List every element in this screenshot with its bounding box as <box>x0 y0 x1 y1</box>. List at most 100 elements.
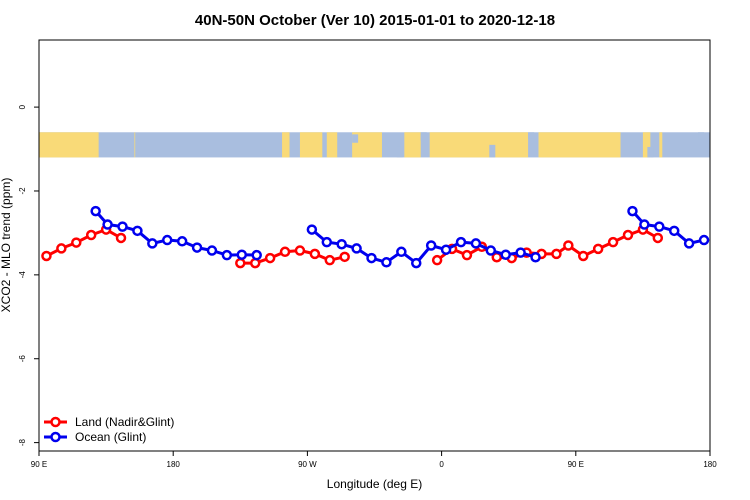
data-point-ocean <box>191 242 203 253</box>
ocean-inlet <box>698 132 705 140</box>
data-point-land <box>294 245 306 256</box>
series-line-ocean <box>310 228 536 265</box>
data-point-ocean <box>90 205 101 217</box>
x-tick-label: 90 E <box>31 460 47 469</box>
data-point-land <box>71 237 82 248</box>
data-point-ocean <box>470 238 482 249</box>
data-point-ocean <box>639 219 650 230</box>
y-tick-label: -8 <box>18 439 27 447</box>
data-point-land <box>339 251 350 263</box>
data-point-ocean <box>440 244 452 255</box>
y-axis: 0 -2 -4 -6 -8 <box>18 104 39 446</box>
data-point-ocean <box>485 245 497 256</box>
legend-label-ocean: Ocean (Glint) <box>75 430 146 444</box>
x-tick-label: 90 E <box>568 460 584 469</box>
x-tick-label: 180 <box>167 460 181 469</box>
land-area <box>429 132 529 158</box>
data-point-land <box>551 248 562 260</box>
data-point-land <box>622 229 634 241</box>
land-area <box>282 132 290 158</box>
y-tick-label: -6 <box>18 355 27 363</box>
land-area <box>326 132 338 158</box>
x-tick-label: 90 W <box>298 460 317 469</box>
data-point-ocean <box>132 225 143 237</box>
data-point-land <box>461 249 473 261</box>
data-point-ocean <box>411 257 422 269</box>
data-point-ocean <box>336 238 347 250</box>
x-tick-label: 0 <box>439 460 444 469</box>
ocean-inlet <box>420 132 427 141</box>
series-layer <box>41 205 710 269</box>
data-point-ocean <box>366 252 377 264</box>
data-point-land <box>431 254 443 266</box>
data-point-ocean <box>455 236 467 248</box>
data-point-ocean <box>627 205 638 217</box>
x-axis: 90 E 180 90 W 0 90 E 180 <box>31 451 717 469</box>
legend-item-land: Land (Nadir&Glint) <box>44 415 174 429</box>
y-tick-label: 0 <box>18 104 27 109</box>
data-point-ocean <box>176 236 188 247</box>
legend: Land (Nadir&Glint) Ocean (Glint) <box>44 415 174 444</box>
data-point-land <box>115 232 127 244</box>
data-point-land <box>279 246 291 258</box>
data-point-land <box>652 232 664 244</box>
data-point-ocean <box>654 221 665 232</box>
data-point-ocean <box>221 249 233 261</box>
land-area <box>538 132 621 158</box>
plot-frame <box>38 39 711 452</box>
legend-marker-land <box>50 416 61 428</box>
data-point-land <box>592 243 604 255</box>
x-tick-label: 180 <box>703 460 717 469</box>
legend-label-land: Land (Nadir&Glint) <box>75 415 174 429</box>
y-tick-label: -2 <box>18 187 27 195</box>
data-point-land <box>249 257 261 269</box>
data-point-land <box>607 236 619 248</box>
data-point-ocean <box>236 249 248 260</box>
land-area <box>404 132 421 158</box>
data-point-ocean <box>161 234 173 246</box>
series-line-land <box>436 228 659 262</box>
chart-title: 40N-50N October (Ver 10) 2015-01-01 to 2… <box>195 12 555 29</box>
data-point-ocean <box>251 249 262 261</box>
data-point-ocean <box>515 247 526 258</box>
legend-marker-ocean <box>50 431 61 443</box>
data-point-land <box>264 252 276 264</box>
data-point-land <box>41 250 52 262</box>
data-point-ocean <box>102 219 113 230</box>
data-point-land <box>56 243 67 254</box>
land-area <box>134 132 136 158</box>
ocean-inlet <box>489 144 496 158</box>
data-point-ocean <box>206 245 218 256</box>
y-axis-title: XCO2 - MLO trend (ppm) <box>0 178 13 313</box>
data-point-land <box>309 248 321 260</box>
data-point-land <box>235 257 246 269</box>
land-mask-band <box>39 132 710 158</box>
land-area <box>659 132 663 158</box>
data-point-ocean <box>530 251 541 263</box>
data-point-land <box>85 229 97 241</box>
data-point-ocean <box>147 238 158 249</box>
data-point-ocean <box>425 240 437 251</box>
data-point-ocean <box>306 224 318 235</box>
data-point-ocean <box>117 221 128 232</box>
y-tick-label: -4 <box>18 271 27 279</box>
ocean-inlet <box>352 134 359 143</box>
data-point-ocean <box>500 249 511 260</box>
land-area <box>299 132 323 158</box>
data-point-land <box>563 240 574 251</box>
data-point-ocean <box>381 257 392 268</box>
data-point-land <box>578 250 589 262</box>
ocean-inlet <box>528 132 535 139</box>
data-point-ocean <box>668 225 680 237</box>
data-point-ocean <box>321 236 333 248</box>
data-point-ocean <box>396 246 407 258</box>
ocean-inlet <box>396 146 403 158</box>
data-point-ocean <box>698 234 710 246</box>
data-point-ocean <box>351 243 362 254</box>
x-axis-title: Longitude (deg E) <box>327 477 422 491</box>
land-area <box>39 132 99 158</box>
ocean-inlet <box>647 146 654 158</box>
legend-item-ocean: Ocean (Glint) <box>44 430 146 444</box>
land-area <box>642 132 651 158</box>
